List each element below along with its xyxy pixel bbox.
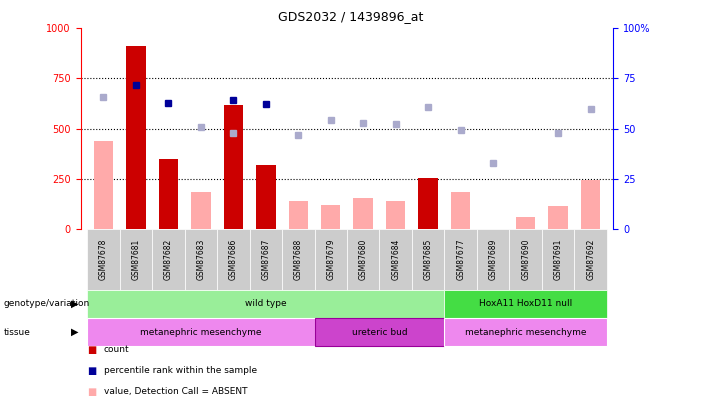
Text: tissue: tissue bbox=[4, 328, 30, 337]
Text: GSM87680: GSM87680 bbox=[359, 239, 368, 280]
Bar bbox=[451, 192, 470, 229]
Text: ■: ■ bbox=[88, 345, 97, 354]
Text: ■: ■ bbox=[88, 387, 97, 396]
Bar bbox=[289, 201, 308, 229]
Bar bbox=[353, 198, 373, 229]
Text: ureteric bud: ureteric bud bbox=[352, 328, 407, 337]
Text: GSM87688: GSM87688 bbox=[294, 239, 303, 280]
Text: GSM87687: GSM87687 bbox=[261, 239, 271, 280]
Text: metanephric mesenchyme: metanephric mesenchyme bbox=[140, 328, 261, 337]
Text: percentile rank within the sample: percentile rank within the sample bbox=[104, 366, 257, 375]
Bar bbox=[224, 104, 243, 229]
Bar bbox=[516, 217, 536, 229]
Text: GDS2032 / 1439896_at: GDS2032 / 1439896_at bbox=[278, 10, 423, 23]
Bar bbox=[321, 205, 341, 229]
Text: wild type: wild type bbox=[245, 299, 287, 308]
Text: ■: ■ bbox=[88, 366, 97, 375]
Text: GSM87690: GSM87690 bbox=[521, 239, 530, 280]
Text: GSM87685: GSM87685 bbox=[423, 239, 433, 280]
Text: ▶: ▶ bbox=[72, 299, 79, 309]
Bar bbox=[581, 180, 600, 229]
Bar bbox=[126, 47, 146, 229]
Bar bbox=[418, 178, 438, 229]
Text: GSM87681: GSM87681 bbox=[131, 239, 140, 280]
Bar bbox=[548, 206, 568, 229]
Text: genotype/variation: genotype/variation bbox=[4, 299, 90, 308]
Bar bbox=[256, 165, 275, 229]
Text: GSM87679: GSM87679 bbox=[326, 239, 335, 280]
Bar bbox=[191, 192, 210, 229]
Bar bbox=[158, 159, 178, 229]
Text: count: count bbox=[104, 345, 130, 354]
Text: metanephric mesenchyme: metanephric mesenchyme bbox=[465, 328, 587, 337]
Bar bbox=[386, 201, 405, 229]
Text: value, Detection Call = ABSENT: value, Detection Call = ABSENT bbox=[104, 387, 247, 396]
Text: GSM87686: GSM87686 bbox=[229, 239, 238, 280]
Text: ▶: ▶ bbox=[72, 327, 79, 337]
Text: GSM87678: GSM87678 bbox=[99, 239, 108, 280]
Text: GSM87689: GSM87689 bbox=[489, 239, 498, 280]
Bar bbox=[94, 141, 113, 229]
Text: GSM87692: GSM87692 bbox=[586, 239, 595, 280]
Text: GSM87677: GSM87677 bbox=[456, 239, 465, 280]
Text: HoxA11 HoxD11 null: HoxA11 HoxD11 null bbox=[479, 299, 572, 308]
Text: GSM87682: GSM87682 bbox=[164, 239, 173, 280]
Text: GSM87691: GSM87691 bbox=[554, 239, 563, 280]
Text: GSM87683: GSM87683 bbox=[196, 239, 205, 280]
Text: GSM87684: GSM87684 bbox=[391, 239, 400, 280]
